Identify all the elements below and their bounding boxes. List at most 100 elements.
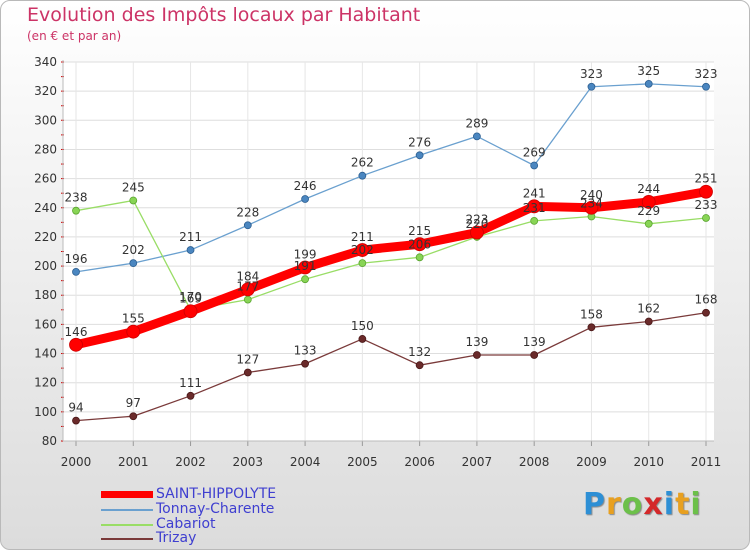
data-point-cabariot — [530, 216, 539, 225]
series-trizay — [72, 308, 710, 425]
y-tick-label: 240 — [34, 201, 57, 215]
data-label-saint-hippolyte: 211 — [351, 230, 374, 244]
legend-swatch-cabariot — [101, 524, 153, 526]
data-label-saint-hippolyte: 251 — [695, 172, 718, 186]
data-point-saint-hippolyte — [240, 282, 255, 297]
data-point-trizay — [301, 359, 309, 368]
data-label-trizay: 168 — [695, 293, 718, 307]
logo-letter: i — [690, 487, 702, 522]
data-point-trizay — [243, 368, 252, 377]
data-label-trizay: 111 — [179, 376, 202, 390]
data-label-trizay: 162 — [637, 301, 660, 315]
data-point-trizay — [702, 308, 710, 317]
y-tick-label: 320 — [34, 84, 57, 98]
chart-subtitle: (en € et par an) — [27, 29, 122, 43]
data-labels-saint-hippolyte: 146 155 169 184 199 211 215 223 241 240 244 251 — [65, 172, 718, 339]
series-line-tonnay-charente — [75, 83, 707, 273]
data-point-trizay — [72, 416, 80, 425]
data-point-saint-hippolyte — [527, 199, 542, 214]
data-point-tonnay-charente — [186, 246, 195, 254]
data-point-tonnay-charente — [587, 82, 596, 91]
data-point-cabariot — [702, 214, 710, 222]
series-line-trizay — [75, 312, 707, 422]
data-label-cabariot: 220 — [465, 217, 488, 231]
data-labels-trizay: 94 97 111 127 133 150 132 139 139 158 162 168 — [68, 293, 717, 415]
data-point-saint-hippolyte — [699, 184, 713, 199]
data-point-trizay — [358, 335, 367, 343]
data-label-trizay: 158 — [580, 307, 603, 321]
data-point-cabariot — [243, 295, 252, 304]
data-point-tonnay-charente — [129, 259, 138, 268]
y-tick-label: 340 — [34, 55, 57, 69]
data-label-cabariot: 202 — [351, 243, 374, 257]
data-point-saint-hippolyte — [355, 243, 370, 257]
data-point-trizay — [530, 351, 539, 359]
data-label-saint-hippolyte: 240 — [580, 188, 603, 202]
x-tick-label: 2008 — [519, 455, 550, 469]
data-label-tonnay-charente: 211 — [179, 230, 202, 244]
logo-letter: x — [643, 487, 664, 522]
logo-letter: t — [675, 487, 691, 522]
data-label-trizay: 139 — [523, 335, 546, 349]
data-point-cabariot — [301, 275, 309, 284]
data-label-tonnay-charente: 276 — [408, 135, 431, 149]
y-tick-label: 160 — [34, 317, 57, 331]
legend-swatch-trizay — [101, 538, 153, 540]
x-tick-label: 2003 — [233, 455, 264, 469]
data-label-trizay: 97 — [126, 396, 141, 410]
data-point-saint-hippolyte — [470, 225, 484, 240]
data-point-tonnay-charente — [530, 161, 539, 170]
data-label-cabariot: 245 — [122, 180, 145, 194]
data-label-tonnay-charente: 269 — [523, 145, 546, 159]
y-tick-label: 200 — [34, 259, 57, 273]
series-line-cabariot — [75, 199, 707, 311]
logo-letter: i — [663, 487, 676, 522]
data-label-cabariot: 234 — [580, 197, 603, 211]
legend-swatch-saint-hippolyte — [101, 491, 153, 498]
data-point-saint-hippolyte — [584, 200, 599, 215]
y-tick-label: 300 — [34, 113, 57, 127]
data-point-tonnay-charente — [358, 171, 367, 180]
data-point-tonnay-charente — [473, 132, 481, 141]
x-tick-label: 2002 — [175, 455, 206, 469]
data-point-cabariot — [129, 196, 138, 205]
data-label-saint-hippolyte: 223 — [465, 213, 488, 227]
data-label-trizay: 94 — [68, 401, 83, 415]
data-point-tonnay-charente — [243, 221, 252, 230]
data-point-saint-hippolyte — [126, 324, 141, 339]
data-label-saint-hippolyte: 199 — [294, 248, 317, 262]
data-point-saint-hippolyte — [641, 195, 656, 209]
data-point-cabariot — [72, 206, 80, 215]
data-point-tonnay-charente — [72, 268, 80, 276]
y-tick-label: 180 — [34, 288, 57, 302]
data-label-saint-hippolyte: 241 — [523, 186, 546, 200]
data-label-saint-hippolyte: 155 — [122, 312, 145, 326]
data-label-trizay: 150 — [351, 319, 374, 333]
y-tick-label: 280 — [34, 142, 57, 156]
y-tick-label: 80 — [42, 434, 57, 448]
data-label-trizay: 133 — [294, 344, 317, 358]
data-label-tonnay-charente: 202 — [122, 243, 145, 257]
x-tick-label: 2007 — [462, 455, 493, 469]
x-tick-label: 2005 — [347, 455, 378, 469]
data-point-cabariot — [415, 253, 424, 262]
data-label-tonnay-charente: 323 — [580, 67, 603, 81]
legend-label-cabariot: Cabariot — [156, 516, 216, 532]
data-label-tonnay-charente: 289 — [465, 116, 488, 130]
data-point-tonnay-charente — [301, 195, 309, 203]
data-label-saint-hippolyte: 169 — [179, 291, 202, 305]
data-labels-cabariot: 238 245 170 177 191 202 206 220 231 234 229 233 — [65, 180, 718, 303]
data-label-tonnay-charente: 262 — [351, 156, 374, 170]
data-point-tonnay-charente — [644, 79, 653, 88]
legend-label-tonnay-charente: Tonnay-Charente — [156, 501, 275, 517]
legend-label-saint-hippolyte: SAINT-HIPPOLYTE — [156, 486, 277, 502]
data-point-cabariot — [358, 259, 367, 268]
logo-letter: o — [621, 487, 644, 522]
x-tick-label: 2001 — [118, 455, 149, 469]
data-point-trizay — [129, 412, 138, 421]
proxiti-logo: Proxiti — [583, 487, 702, 522]
y-tick-label: 220 — [34, 230, 57, 244]
